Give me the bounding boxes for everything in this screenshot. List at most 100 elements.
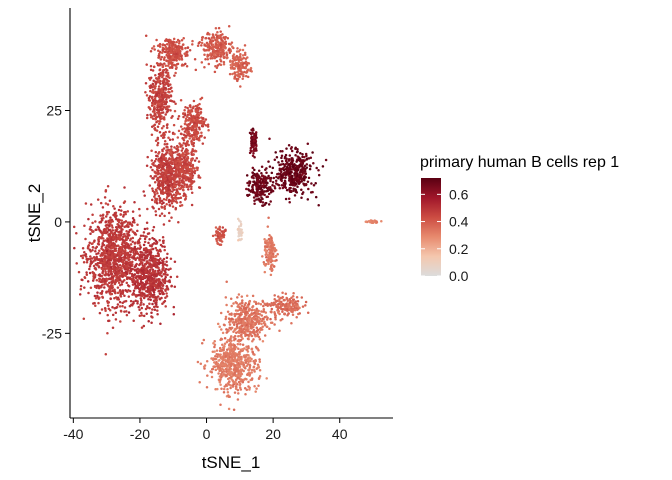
scatter-point bbox=[287, 197, 291, 200]
scatter-point bbox=[228, 372, 232, 375]
scatter-point bbox=[104, 270, 107, 274]
scatter-point bbox=[162, 106, 165, 109]
scatter-point bbox=[247, 346, 250, 350]
scatter-point bbox=[114, 240, 118, 243]
scatter-point bbox=[139, 291, 143, 295]
scatter-point bbox=[129, 277, 133, 281]
scatter-point bbox=[279, 172, 282, 176]
scatter-point bbox=[251, 186, 254, 189]
scatter-point bbox=[233, 352, 237, 355]
scatter-point bbox=[172, 199, 176, 202]
scatter-point bbox=[157, 75, 160, 79]
scatter-point bbox=[91, 245, 95, 249]
scatter-point bbox=[193, 159, 197, 162]
scatter-point bbox=[162, 147, 166, 150]
scatter-point bbox=[254, 149, 257, 152]
scatter-point bbox=[128, 258, 131, 261]
scatter-point bbox=[236, 366, 240, 369]
scatter-point bbox=[179, 125, 183, 128]
scatter-point bbox=[210, 36, 214, 40]
scatter-point bbox=[117, 247, 121, 250]
scatter-point bbox=[211, 34, 215, 37]
scatter-point bbox=[160, 55, 164, 59]
scatter-point bbox=[224, 317, 227, 321]
scatter-point bbox=[121, 252, 124, 255]
scatter-point bbox=[229, 49, 233, 53]
scatter-point bbox=[150, 101, 154, 105]
scatter-point bbox=[246, 363, 250, 366]
scatter-point bbox=[204, 118, 208, 121]
scatter-point bbox=[233, 391, 237, 394]
scatter-point bbox=[179, 170, 183, 174]
scatter-point bbox=[308, 167, 312, 171]
scatter-point bbox=[205, 359, 209, 363]
scatter-point bbox=[161, 103, 164, 107]
scatter-point bbox=[118, 218, 121, 222]
scatter-point bbox=[188, 48, 192, 52]
scatter-point bbox=[253, 370, 256, 373]
scatter-point bbox=[157, 152, 160, 155]
scatter-point bbox=[125, 229, 128, 233]
scatter-point bbox=[324, 158, 328, 162]
scatter-point bbox=[88, 248, 92, 252]
scatter-point bbox=[167, 62, 171, 65]
scatter-point bbox=[278, 186, 282, 190]
scatter-point bbox=[226, 36, 230, 40]
scatter-point bbox=[82, 317, 86, 320]
scatter-point bbox=[161, 48, 164, 52]
scatter-point bbox=[114, 211, 118, 215]
scatter-point bbox=[252, 196, 256, 199]
scatter-point bbox=[86, 246, 90, 249]
scatter-point bbox=[211, 43, 215, 46]
scatter-point bbox=[298, 181, 301, 185]
scatter-point bbox=[161, 153, 164, 156]
scatter-point bbox=[267, 203, 271, 206]
scatter-point bbox=[208, 53, 212, 57]
scatter-point bbox=[159, 58, 163, 61]
scatter-point bbox=[219, 58, 222, 61]
scatter-point bbox=[209, 57, 212, 60]
scatter-point bbox=[134, 233, 138, 236]
scatter-point bbox=[260, 165, 264, 169]
scatter-point bbox=[144, 307, 148, 311]
scatter-point bbox=[184, 62, 187, 66]
scatter-point bbox=[142, 314, 146, 318]
scatter-point bbox=[79, 284, 83, 288]
scatter-point bbox=[143, 194, 146, 197]
scatter-point bbox=[287, 167, 291, 170]
scatter-point bbox=[156, 119, 160, 123]
scatter-point bbox=[108, 277, 111, 280]
scatter-point bbox=[223, 345, 226, 348]
scatter-point bbox=[149, 64, 153, 68]
scatter-point bbox=[159, 257, 162, 260]
scatter-point bbox=[128, 222, 132, 226]
scatter-point bbox=[221, 33, 224, 36]
scatter-point bbox=[170, 90, 174, 93]
scatter-point bbox=[156, 141, 160, 145]
scatter-point bbox=[215, 38, 219, 41]
scatter-point bbox=[227, 49, 231, 52]
scatter-point bbox=[196, 131, 200, 135]
scatter-point bbox=[183, 130, 187, 133]
scatter-point bbox=[145, 260, 149, 264]
scatter-point bbox=[257, 185, 261, 189]
scatter-point bbox=[165, 256, 169, 259]
scatter-point bbox=[163, 142, 167, 146]
scatter-point bbox=[197, 174, 200, 177]
scatter-point bbox=[157, 263, 160, 266]
scatter-point bbox=[233, 347, 237, 351]
scatter-point bbox=[164, 268, 168, 271]
scatter-point bbox=[216, 367, 220, 370]
scatter-point bbox=[248, 180, 252, 184]
scatter-point bbox=[126, 246, 129, 249]
scatter-point bbox=[94, 250, 97, 253]
scatter-point bbox=[217, 53, 220, 57]
scatter-point bbox=[305, 158, 308, 161]
scatter-point bbox=[158, 68, 162, 71]
scatter-point bbox=[199, 121, 202, 124]
scatter-point bbox=[199, 107, 203, 111]
scatter-point bbox=[210, 368, 214, 371]
scatter-point bbox=[151, 268, 155, 271]
scatter-point bbox=[247, 368, 251, 372]
scatter-point bbox=[127, 289, 130, 292]
